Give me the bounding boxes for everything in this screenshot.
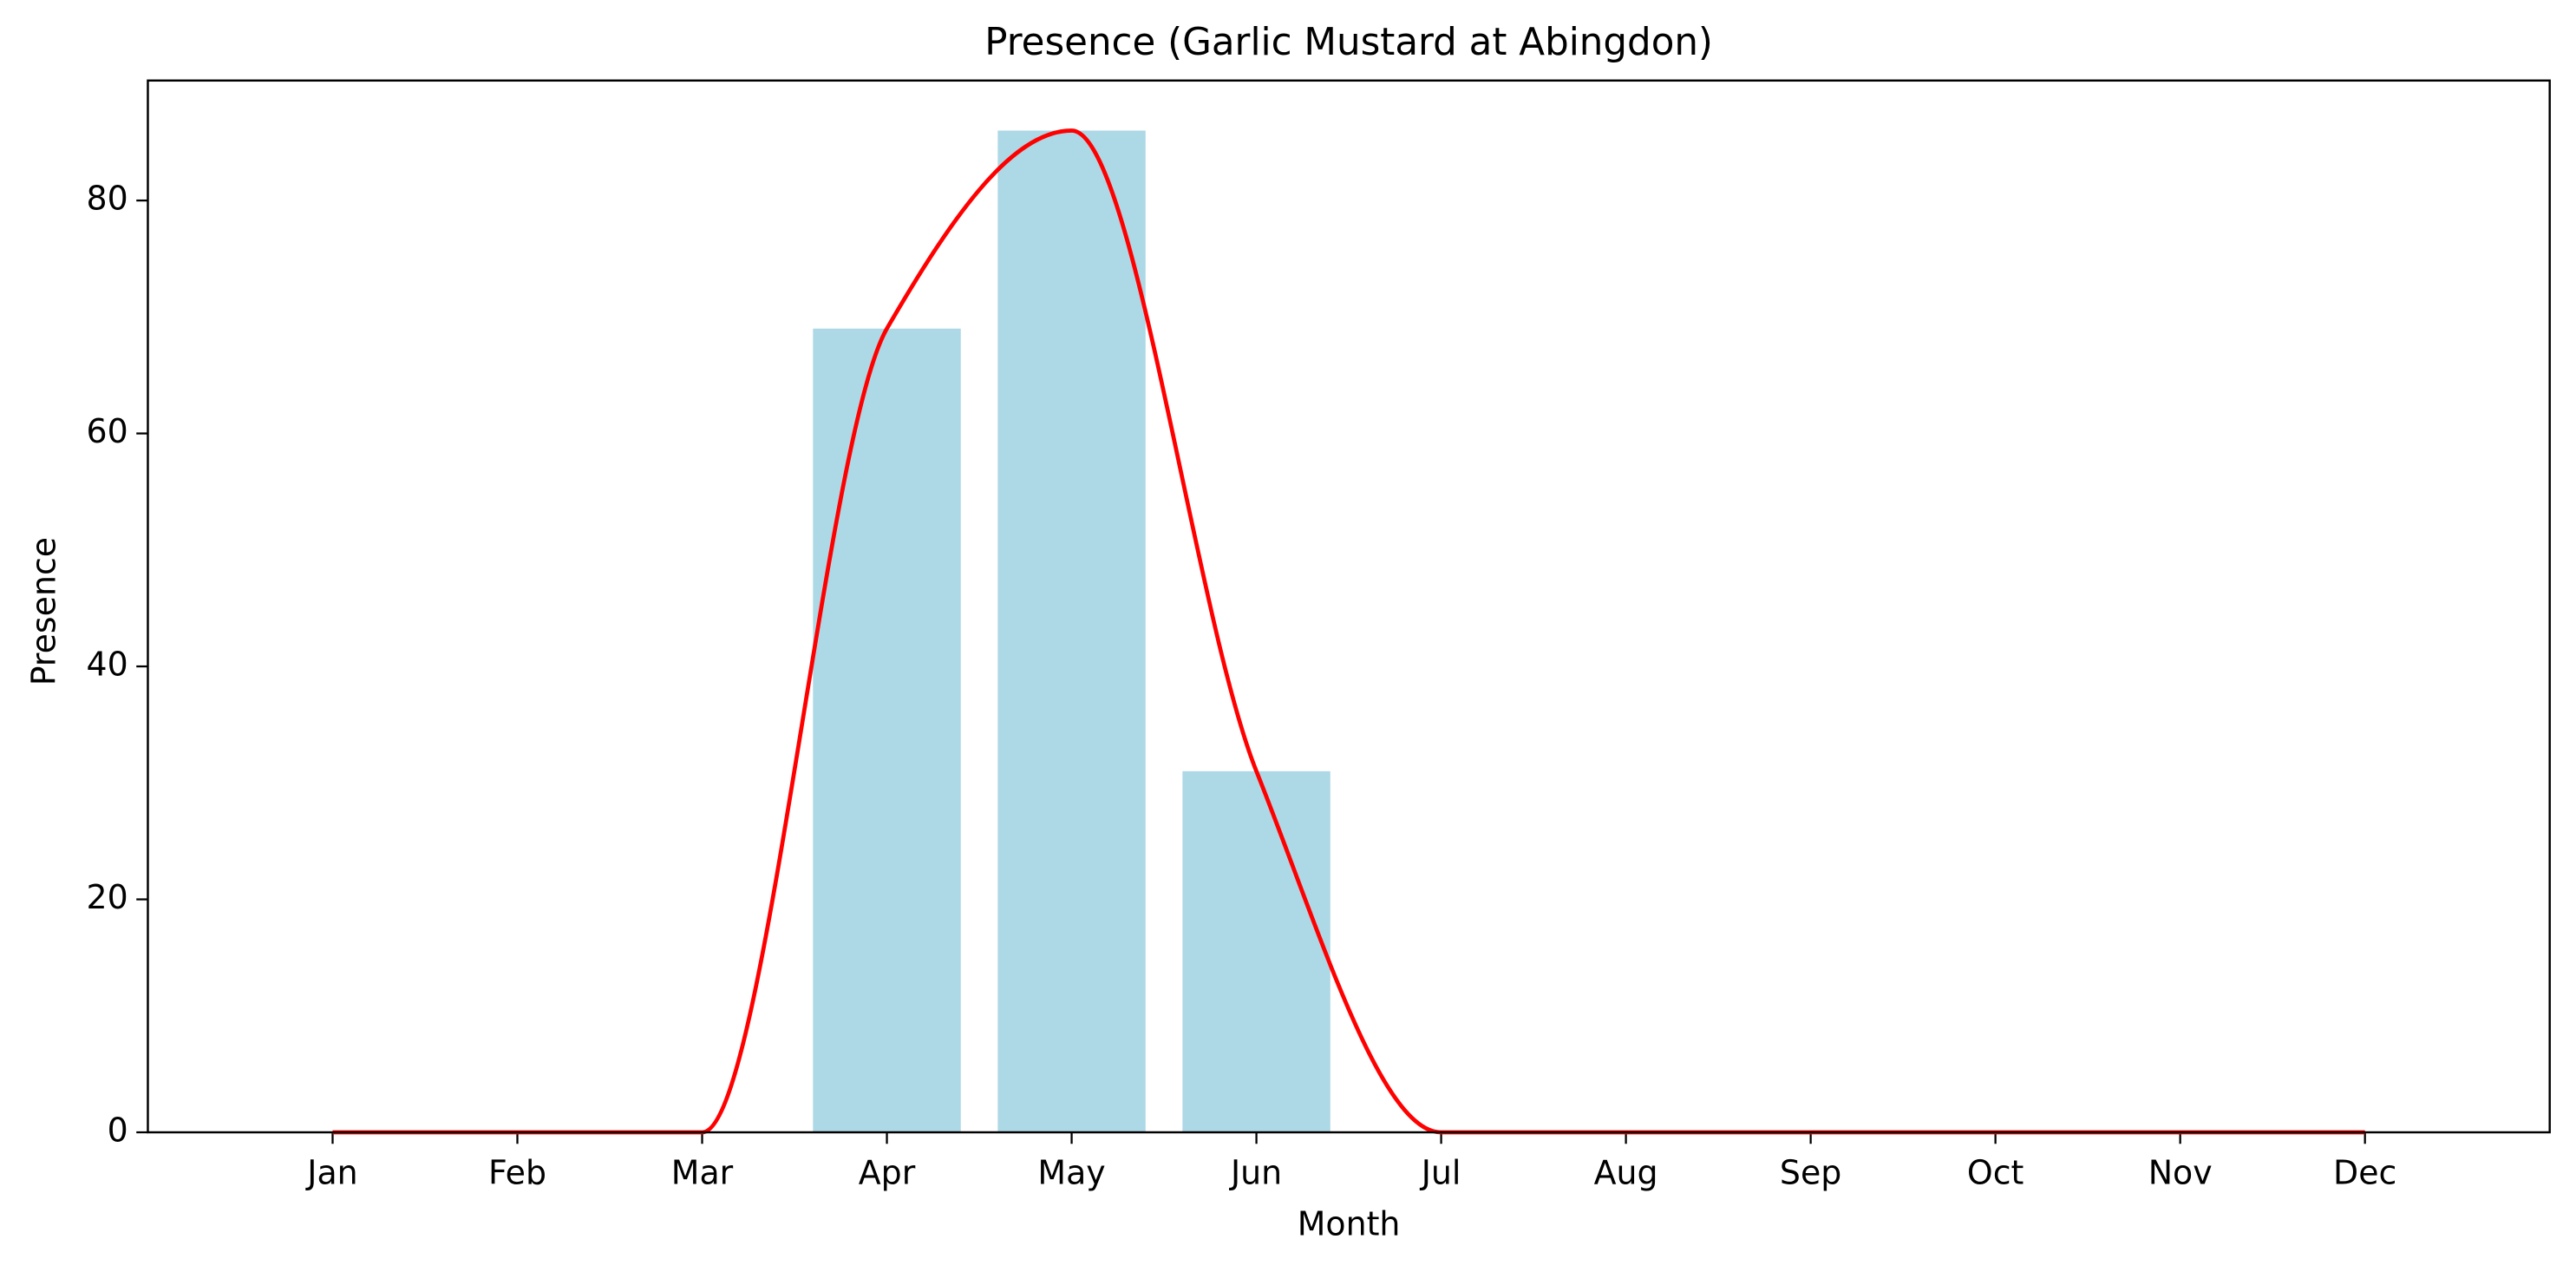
- y-tick-label: 20: [87, 878, 128, 916]
- x-tick-label: Dec: [2333, 1154, 2396, 1192]
- x-tick-label: Jan: [305, 1154, 357, 1192]
- x-tick-label: May: [1037, 1154, 1105, 1192]
- chart-title: Presence (Garlic Mustard at Abingdon): [984, 21, 1713, 64]
- x-tick-label: Oct: [1967, 1154, 2024, 1192]
- y-tick-label: 40: [87, 646, 128, 684]
- y-tick-label: 80: [87, 180, 128, 218]
- plot-frame: [147, 79, 2551, 1134]
- smooth-line: [332, 128, 2365, 1135]
- x-tick-label: Mar: [671, 1154, 734, 1192]
- x-tick-label: Sep: [1780, 1154, 1841, 1192]
- x-axis-label: Month: [1298, 1204, 1401, 1242]
- x-tick-label: Apr: [859, 1154, 916, 1192]
- x-tick-label: Feb: [488, 1154, 546, 1192]
- x-tick-label: Nov: [2148, 1154, 2213, 1192]
- y-tick-label: 60: [87, 412, 128, 450]
- bar: [997, 130, 1146, 1133]
- y-axis-label: Presence: [25, 537, 63, 685]
- x-tick-label: Jul: [1420, 1154, 1461, 1192]
- bar: [1182, 770, 1330, 1133]
- bar: [813, 328, 961, 1133]
- x-tick-label: Jun: [1229, 1154, 1282, 1192]
- y-tick-label: 0: [108, 1111, 128, 1150]
- x-tick-label: Aug: [1594, 1154, 1658, 1192]
